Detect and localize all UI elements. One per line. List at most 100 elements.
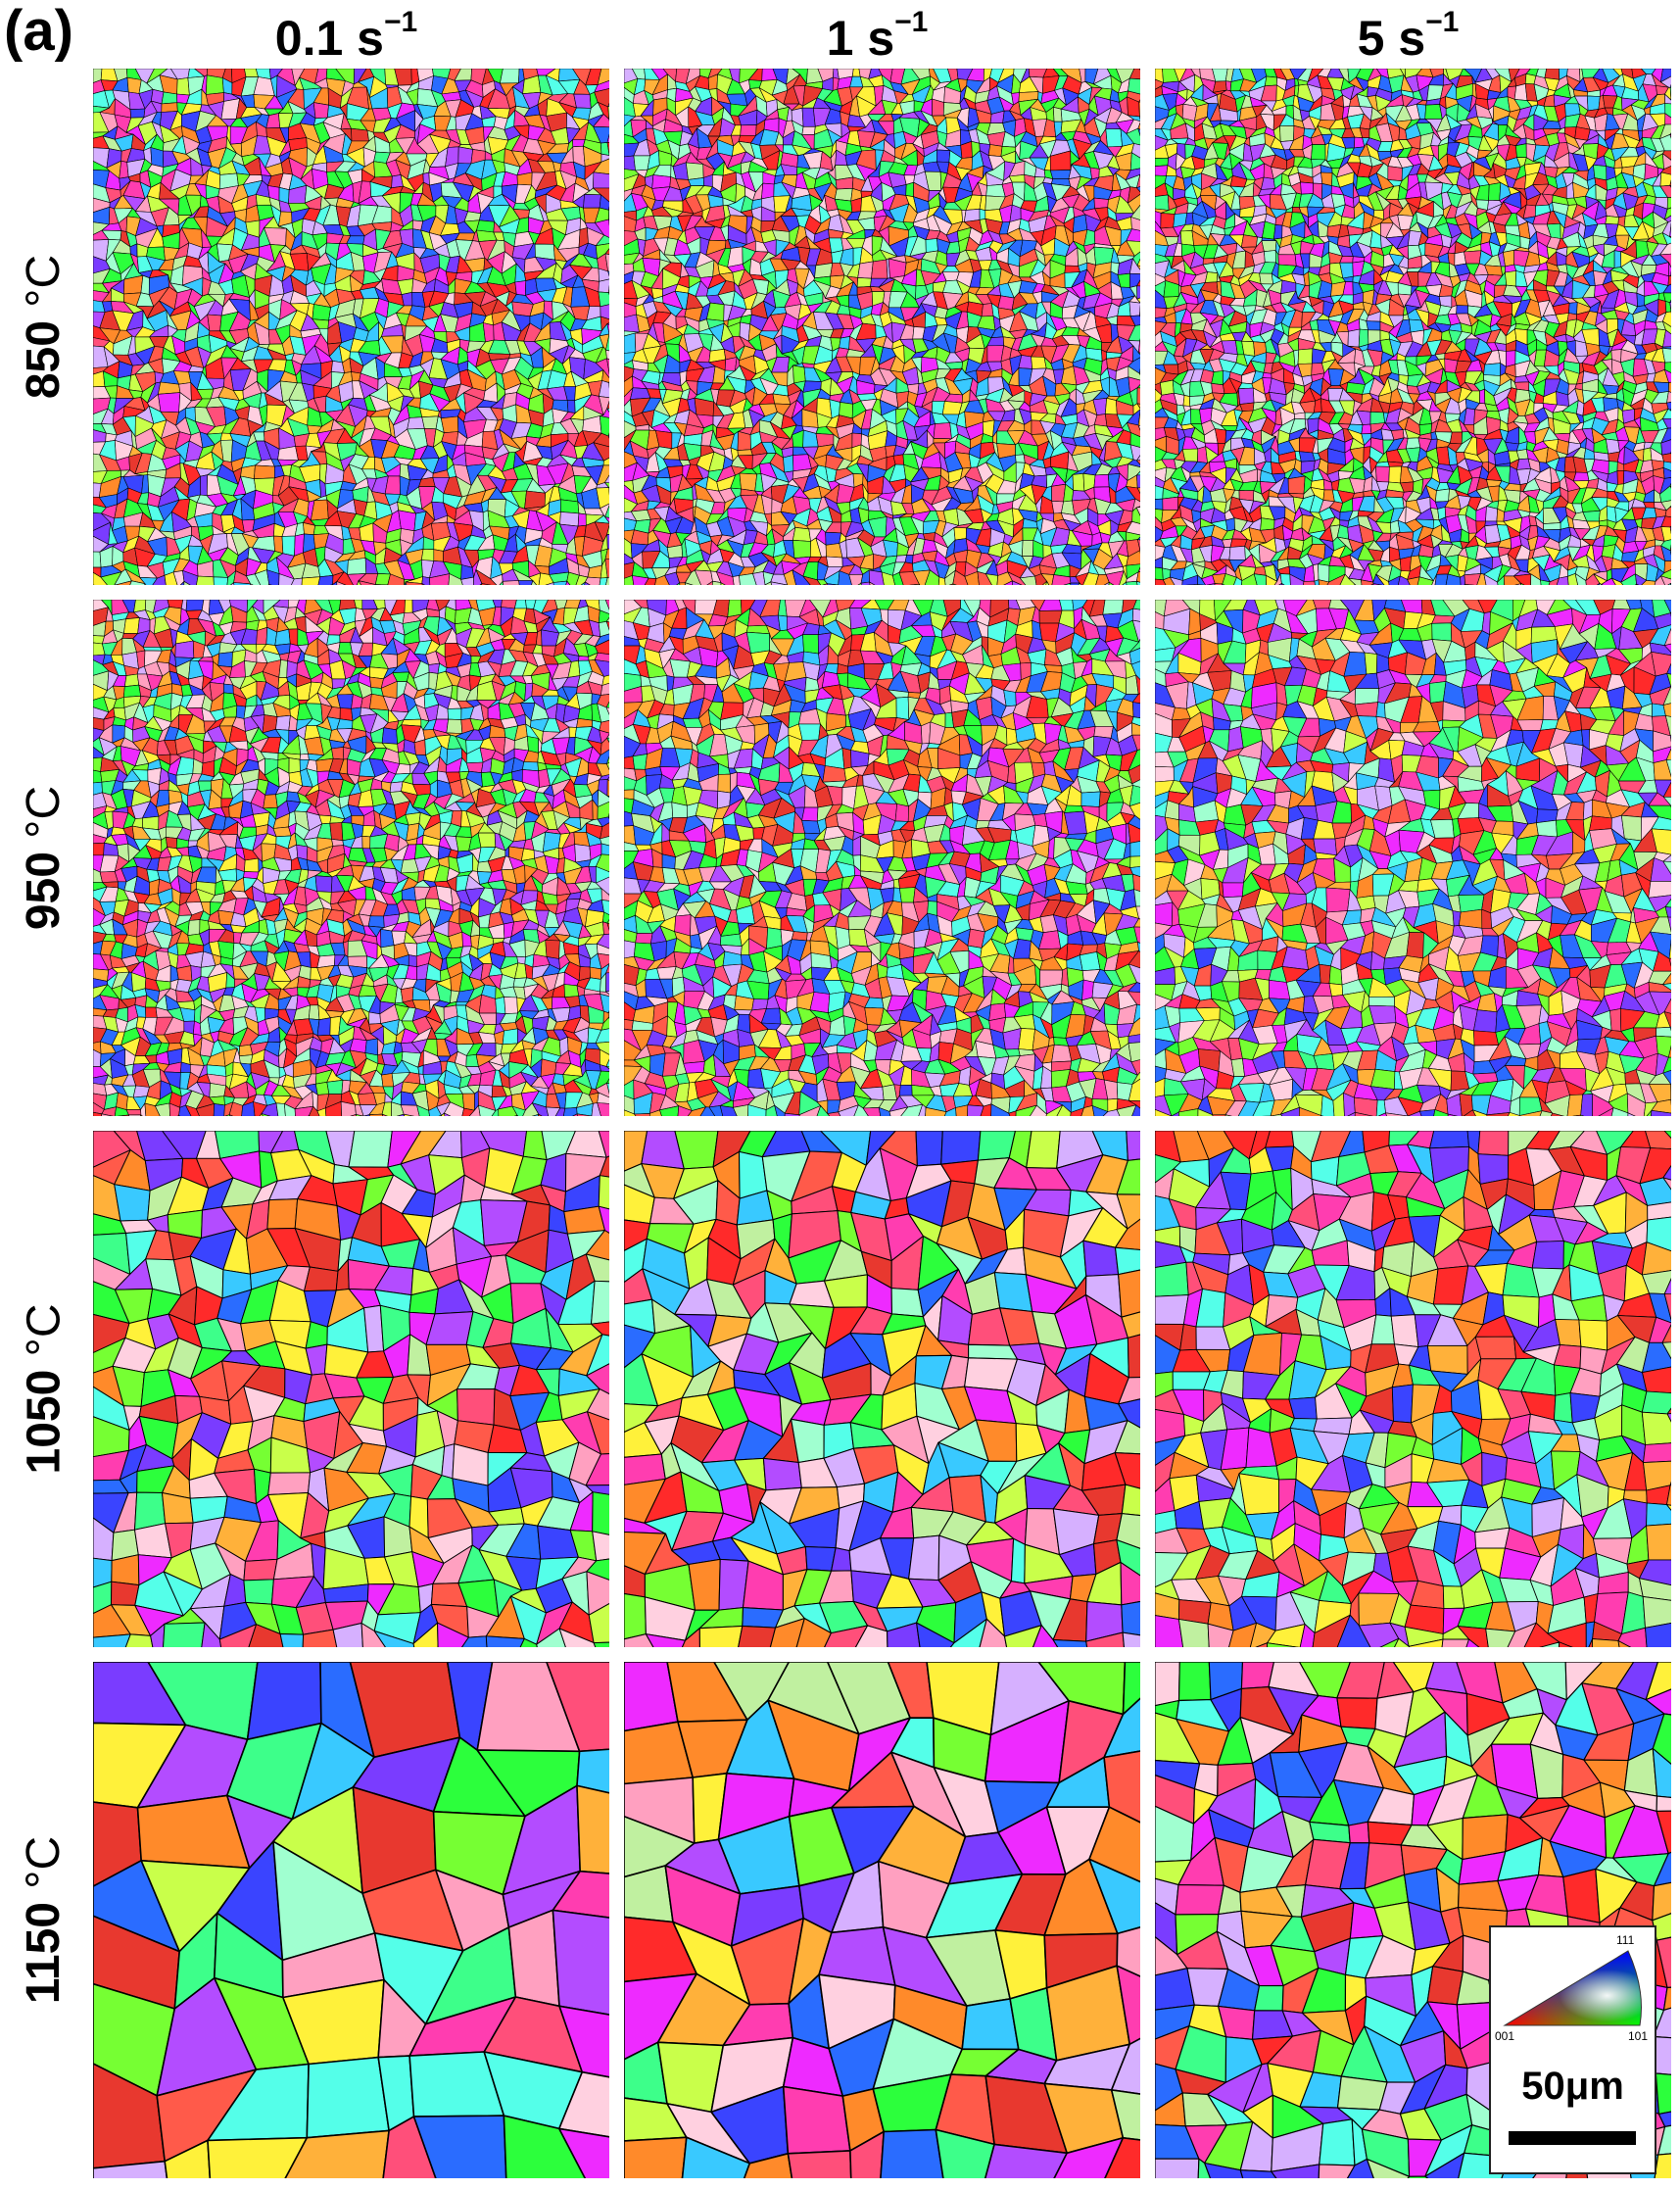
grain [604, 253, 609, 272]
grain [1264, 75, 1277, 87]
grain [531, 580, 537, 585]
grain [502, 580, 520, 585]
grain [1132, 403, 1140, 415]
grain [1137, 122, 1140, 130]
grain [604, 248, 609, 255]
grain [598, 291, 609, 308]
grain [593, 158, 609, 175]
grain [1136, 258, 1140, 267]
grain [573, 93, 592, 109]
grain [1136, 387, 1140, 405]
grain [1108, 581, 1115, 585]
grain [952, 569, 969, 585]
grain [814, 263, 834, 279]
grain [176, 77, 190, 96]
grain [196, 575, 215, 585]
grain [1130, 204, 1140, 220]
grain [606, 524, 609, 535]
grain [1586, 95, 1601, 112]
grain [1139, 367, 1140, 374]
grain [114, 580, 132, 585]
grain [161, 91, 178, 105]
grain [925, 238, 938, 253]
grain [860, 581, 871, 585]
grain [1126, 240, 1140, 257]
grain [281, 535, 296, 557]
grain [783, 455, 794, 473]
grain [607, 106, 609, 120]
grain [278, 573, 295, 585]
grain [1127, 194, 1140, 214]
column-label-exponent: −1 [1425, 6, 1460, 38]
grain [1129, 152, 1140, 170]
grain [606, 133, 609, 143]
grain [1126, 228, 1140, 242]
grain [706, 580, 713, 585]
grain [606, 400, 609, 410]
grain [331, 581, 338, 585]
grain [129, 108, 146, 119]
grain [604, 482, 609, 488]
grain [856, 277, 872, 288]
grain [607, 270, 609, 277]
grain [179, 581, 185, 585]
grain [1130, 143, 1140, 159]
grain [598, 278, 609, 293]
grain [606, 408, 609, 413]
grain [1126, 580, 1138, 585]
grain [421, 583, 425, 585]
grain [183, 581, 191, 585]
grain [685, 162, 704, 180]
grain [869, 581, 876, 585]
grain [604, 505, 609, 518]
grain [273, 535, 284, 555]
grain [838, 570, 852, 585]
grain [802, 575, 822, 585]
grain [207, 314, 222, 332]
row-label-temperature-2: 950 °C [0, 600, 88, 1116]
grain [1105, 570, 1125, 585]
grain [599, 408, 609, 418]
grain [1072, 472, 1085, 492]
grain [433, 549, 444, 562]
grain [1139, 372, 1140, 376]
grain [1136, 285, 1140, 300]
grain [605, 576, 609, 585]
grain [1136, 487, 1140, 495]
grain [827, 583, 839, 585]
grain [1128, 77, 1140, 95]
grain [1127, 422, 1140, 438]
grain [1136, 174, 1140, 188]
grain [604, 548, 609, 560]
grain [206, 74, 224, 95]
grain [912, 569, 931, 585]
grain [905, 181, 915, 197]
grain [481, 583, 492, 585]
grain [593, 442, 609, 462]
grain [1128, 115, 1140, 122]
grain [1664, 113, 1671, 125]
grain [577, 512, 587, 527]
grain [1130, 217, 1140, 231]
grain [666, 544, 684, 559]
grain [909, 583, 920, 585]
grain [1022, 540, 1034, 558]
grain [139, 576, 158, 585]
grain [593, 171, 609, 189]
grain [200, 474, 208, 497]
grain [740, 124, 757, 136]
grain [254, 464, 275, 480]
grain [606, 142, 609, 156]
grain [711, 580, 722, 585]
grain [979, 209, 986, 220]
row-label-text: 850 °C [18, 254, 71, 400]
grain [871, 259, 888, 279]
grain [358, 580, 376, 585]
grain [1137, 352, 1140, 355]
grain [607, 432, 609, 437]
grain [792, 569, 811, 585]
grain [606, 358, 609, 375]
grain [421, 415, 439, 430]
grain [1137, 127, 1140, 137]
grain [1513, 83, 1528, 101]
